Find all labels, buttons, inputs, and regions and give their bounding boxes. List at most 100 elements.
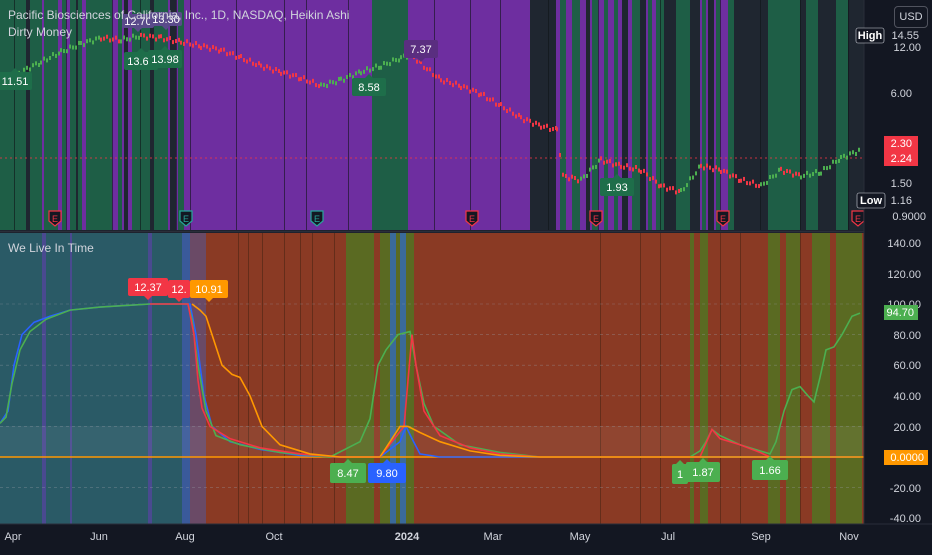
symbol-legend[interactable]: Pacific Biosciences of California, Inc.,…	[8, 8, 350, 22]
candle	[169, 36, 171, 41]
candle	[46, 58, 48, 63]
candle	[675, 190, 677, 195]
osc-tick: 20.00	[893, 422, 921, 434]
candle	[55, 53, 57, 58]
candle	[562, 172, 564, 177]
earnings-marker-label: E	[720, 214, 726, 224]
candle	[43, 56, 45, 61]
candle	[155, 37, 157, 42]
candle	[389, 62, 391, 67]
osc-tick: -40.00	[890, 513, 921, 525]
osc-mid-zone	[0, 426, 864, 457]
candle	[438, 74, 440, 79]
candle	[312, 78, 314, 83]
candle	[66, 49, 68, 54]
indicator-legend-dirty-money[interactable]: Dirty Money	[8, 25, 73, 39]
neutral-band	[640, 0, 646, 230]
candle	[480, 92, 482, 97]
bull-band	[0, 0, 42, 230]
band-divider	[598, 0, 599, 230]
candle	[663, 183, 665, 188]
price-label-box	[150, 12, 182, 26]
earnings-marker-icon[interactable]	[716, 210, 730, 227]
earnings-marker-icon[interactable]	[465, 210, 479, 227]
price-axis[interactable]: 12.00 6.00 1.50 0.9000 High 14.55 Low 1.…	[855, 27, 926, 223]
candle	[112, 37, 114, 42]
oscillator-axis[interactable]: 140.00 120.00 100.00 80.00 60.00 40.00 2…	[884, 238, 928, 525]
candle	[172, 40, 174, 45]
band-divider	[14, 0, 15, 230]
candle	[243, 58, 245, 63]
osc-neutral-band	[836, 233, 862, 524]
earnings-marker-icon[interactable]	[179, 210, 193, 227]
candle	[198, 44, 200, 49]
price-label-box	[404, 40, 438, 58]
candle	[369, 68, 371, 73]
candle	[460, 85, 462, 90]
osc-blue-band	[390, 233, 396, 524]
candle	[726, 169, 728, 174]
candle	[149, 33, 151, 38]
indicator-legend-we-live-in-time[interactable]: We Live In Time	[8, 241, 94, 255]
price-label: 13.60	[127, 56, 155, 68]
candle	[183, 41, 185, 46]
candle	[235, 55, 237, 60]
candle	[329, 79, 331, 84]
candle	[852, 150, 854, 155]
bull-band	[728, 0, 734, 230]
candle	[712, 168, 714, 173]
candle	[559, 152, 561, 157]
candle	[698, 164, 700, 169]
time-axis[interactable]: Apr Jun Aug Oct 2024 Mar May Jul Sep Nov	[4, 531, 859, 543]
candle	[549, 127, 551, 132]
time-tick: Oct	[265, 531, 282, 543]
candle	[32, 63, 34, 68]
candle	[298, 77, 300, 82]
candle	[420, 60, 422, 65]
earnings-marker-icon[interactable]	[589, 210, 603, 227]
candle	[246, 59, 248, 64]
candle	[58, 51, 60, 56]
candle	[849, 151, 851, 156]
candle	[812, 172, 814, 177]
candle	[278, 69, 280, 74]
candle	[429, 67, 431, 72]
candle	[655, 179, 657, 184]
candle	[203, 43, 205, 48]
time-tick: Aug	[175, 531, 195, 543]
osc-neutral-band	[690, 233, 694, 524]
candle	[638, 168, 640, 173]
candle	[340, 76, 342, 81]
candle	[135, 35, 137, 40]
currency-button[interactable]: USD	[894, 6, 928, 28]
earnings-marker-icon[interactable]	[851, 210, 865, 227]
candle	[478, 93, 480, 98]
candle	[592, 165, 594, 170]
candle	[640, 169, 642, 174]
osc-label-box	[190, 280, 228, 298]
candle	[60, 48, 62, 53]
osc-divider	[600, 233, 601, 524]
candle	[132, 33, 134, 38]
candle	[492, 97, 494, 102]
candle	[343, 78, 345, 83]
candle	[23, 67, 25, 72]
candle	[786, 168, 788, 173]
high-tag-box	[855, 27, 885, 44]
osc-tick: 120.00	[887, 269, 921, 281]
neutral-band	[690, 0, 700, 230]
price-label: 11.51	[2, 76, 29, 88]
candle	[386, 61, 388, 66]
earnings-marker-icon[interactable]	[48, 210, 62, 227]
band-divider	[548, 0, 549, 230]
candle	[323, 82, 325, 87]
candle	[543, 124, 545, 129]
price-label-box	[0, 72, 32, 90]
earnings-marker-icon[interactable]	[310, 210, 324, 227]
neutral-band	[708, 0, 714, 230]
time-tick: May	[570, 531, 591, 543]
candle	[589, 167, 591, 172]
